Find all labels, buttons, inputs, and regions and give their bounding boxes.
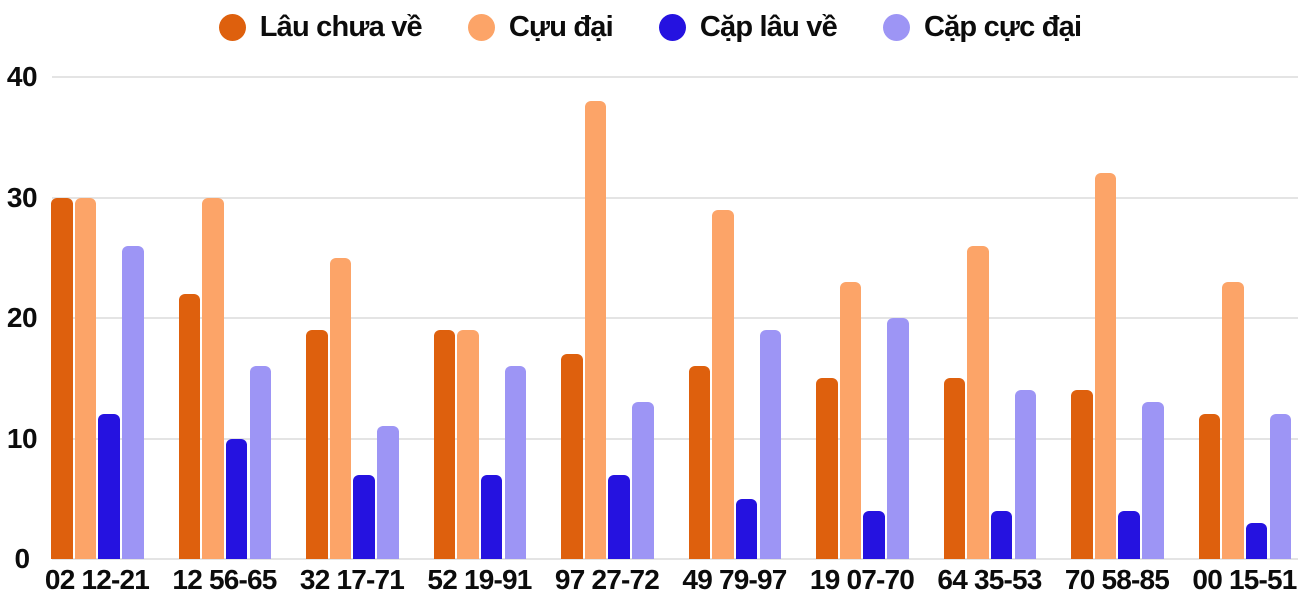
bar-series4-group9 [1142, 402, 1164, 559]
bar-series2-group4 [457, 330, 479, 559]
bar-series2-group3 [329, 257, 352, 559]
legend-swatch-icon [882, 13, 910, 41]
bar-series2-group7 [839, 281, 862, 559]
x-axis-label: 64 35-53 [937, 564, 1042, 595]
bar-series3-group7 [863, 510, 885, 559]
bar-series4-group3 [377, 426, 399, 559]
legend-item-4: Cặp cực đại [882, 10, 1082, 43]
x-axis-label: 32 17-71 [299, 564, 405, 595]
bar-series4-group7 [887, 318, 909, 559]
bar-series3-group3 [353, 474, 375, 559]
x-axis-label: 12 56-65 [172, 564, 277, 595]
legend-item-3: Cặp lâu về [658, 10, 838, 43]
bar-series3-group2 [225, 438, 248, 559]
bar-series3-group6 [735, 498, 758, 559]
legend-label: Cặp cực đại [923, 10, 1082, 43]
gridline-y40 [52, 76, 1298, 78]
bar-series3-group5 [608, 474, 630, 559]
bar-series4-group8 [1014, 390, 1037, 559]
gridline-y20 [52, 317, 1298, 319]
legend-swatch-icon [658, 13, 686, 41]
x-axis-label: 19 07-70 [809, 564, 915, 595]
x-axis-label: 97 27-72 [554, 564, 660, 595]
bar-series1-group8 [943, 378, 965, 559]
legend-swatch-icon [218, 13, 246, 41]
y-axis-label: 20 [6, 302, 38, 333]
gridline-y0 [52, 558, 1298, 560]
x-axis-label: 02 12-21 [44, 564, 150, 595]
y-axis-label: 0 [14, 543, 30, 574]
legend-item-2: Cựu đại [467, 10, 614, 43]
gridline-y30 [52, 196, 1298, 199]
bar-series1-group3 [306, 330, 328, 559]
bar-series4-group10 [1269, 414, 1292, 559]
bar-series2-group10 [1222, 281, 1244, 559]
bar-series4-group2 [249, 366, 272, 559]
x-axis-label: 70 58-85 [1064, 564, 1170, 595]
y-axis-label: 40 [6, 61, 38, 92]
bar-series3-group9 [1118, 510, 1140, 559]
x-axis-label: 00 15-51 [1192, 564, 1297, 595]
bar-series4-group5 [632, 402, 654, 559]
bar-series4-group6 [759, 330, 782, 559]
y-axis-label: 30 [6, 181, 38, 213]
bar-series1-group1 [51, 197, 73, 559]
chart-legend: Lâu chưa về Cựu đại Cặp lâu về Cặp cực đại [0, 11, 1300, 43]
bar-series2-group5 [584, 101, 607, 559]
bar-series1-group7 [816, 378, 838, 559]
legend-label: Cặp lâu về [699, 10, 838, 43]
bar-series3-group4 [480, 474, 503, 559]
bar-series1-group4 [433, 330, 455, 559]
bar-series1-group5 [561, 354, 583, 559]
bar-series4-group1 [122, 245, 144, 559]
bar-series3-group8 [990, 510, 1013, 559]
gridline-y10 [52, 437, 1298, 440]
bar-series2-group2 [202, 197, 224, 559]
legend-label: Lâu chưa về [259, 10, 423, 43]
y-axis-label: 10 [6, 422, 38, 454]
x-axis-label: 49 79-97 [682, 564, 787, 595]
legend-item-1: Lâu chưa về [218, 10, 423, 43]
bar-series4-group4 [504, 366, 527, 559]
bar-series2-group6 [712, 209, 734, 559]
bar-series1-group2 [178, 293, 200, 559]
bar-series3-group10 [1245, 522, 1268, 559]
bar-series3-group1 [98, 414, 120, 559]
bar-series2-group8 [967, 245, 989, 559]
x-axis-label: 52 19-91 [427, 564, 532, 595]
legend-label: Cựu đại [508, 10, 614, 43]
bar-series2-group1 [74, 197, 97, 559]
bar-series1-group9 [1071, 390, 1093, 559]
legend-swatch-icon [467, 13, 495, 41]
bar-series2-group9 [1094, 173, 1117, 559]
bar-series1-group6 [688, 366, 710, 559]
bar-series1-group10 [1198, 414, 1220, 559]
